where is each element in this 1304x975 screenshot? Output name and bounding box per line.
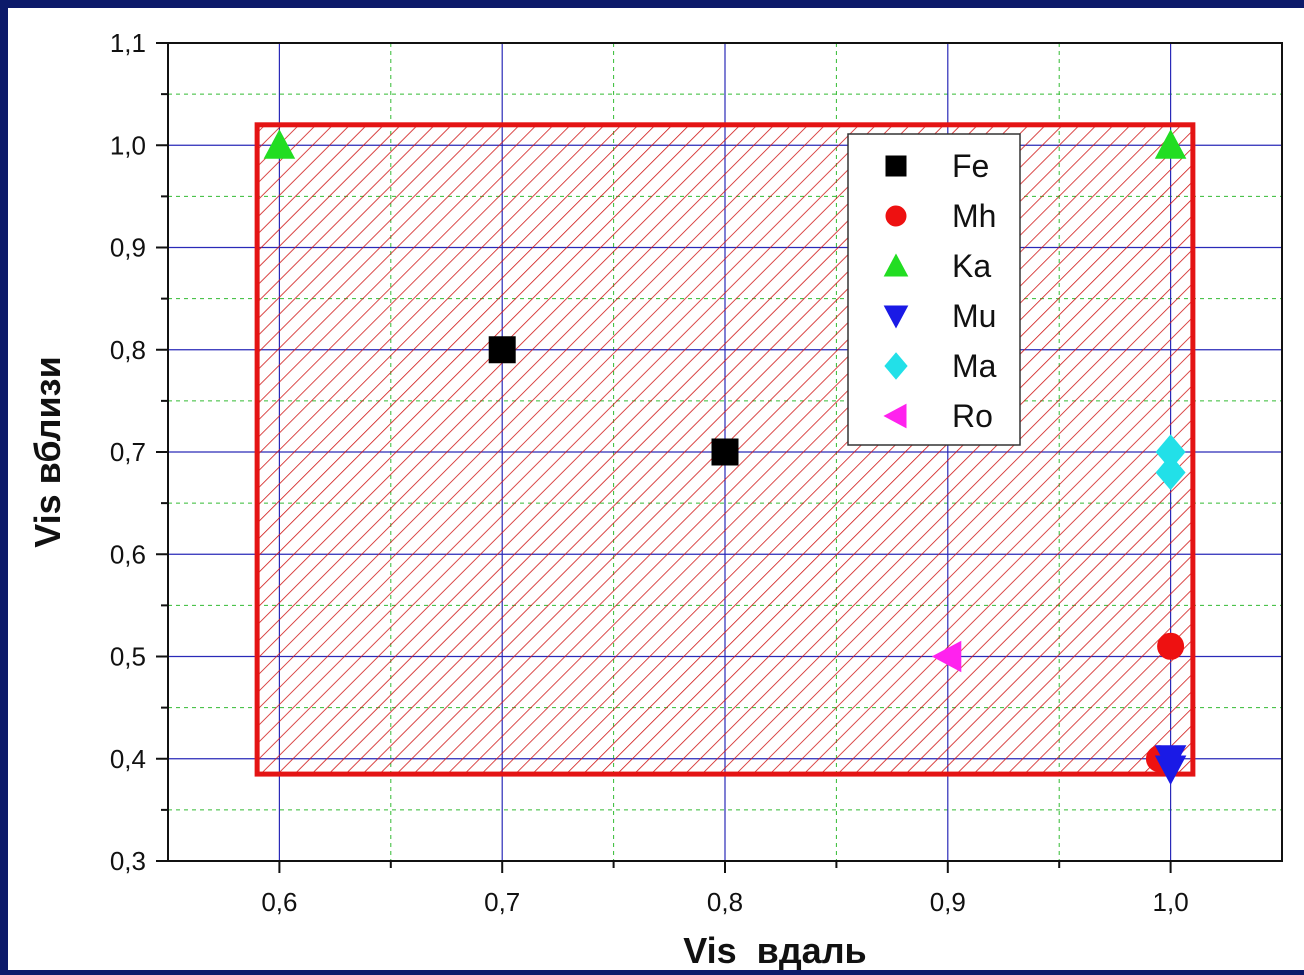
y-tick-label: 0,5 xyxy=(110,642,146,672)
x-axis-title: Vis вдаль xyxy=(683,930,866,970)
legend-marker-ro xyxy=(883,403,907,429)
legend-marker-ma xyxy=(884,352,908,380)
legend-label-ma: Ma xyxy=(952,348,997,384)
legend: Fe Mh Ka Mu Ma Ro xyxy=(847,133,1021,446)
y-tick-label: 0,7 xyxy=(110,437,146,467)
y-tick-label: 1,0 xyxy=(110,130,146,160)
legend-label-ka: Ka xyxy=(952,248,991,284)
x-tick-label: 0,7 xyxy=(484,887,520,917)
x-tick-label: 0,9 xyxy=(930,887,966,917)
y-tick-label: 0,9 xyxy=(110,233,146,263)
x-tick-label: 0,6 xyxy=(261,887,297,917)
legend-label-fe: Fe xyxy=(952,148,989,184)
x-tick-label: 1,0 xyxy=(1153,887,1189,917)
x-tick-label: 0,8 xyxy=(707,887,743,917)
y-tick-label: 0,8 xyxy=(110,335,146,365)
data-point-ka xyxy=(1154,129,1187,159)
legend-label-ro: Ro xyxy=(952,398,993,434)
scatter-chart: 0,6 0,7 0,8 0,9 1,0 0,3 0,4 0,5 0,6 0,7 0,8 0,9 1,0 1… xyxy=(27,28,1283,971)
data-point-mh xyxy=(1157,632,1185,660)
data-point-ro xyxy=(931,640,962,673)
y-tick-label: 1,1 xyxy=(110,28,146,58)
axes-layer: 0,6 0,7 0,8 0,9 1,0 0,3 0,4 0,5 0,6 0,7 0,8 0,9 1,0 1… xyxy=(110,28,1283,917)
legend-marker-mh xyxy=(885,205,907,227)
y-axis-title: Vis вблизи xyxy=(27,356,68,547)
legend-label-mh: Mh xyxy=(952,198,996,234)
y-tick-label: 0,3 xyxy=(110,846,146,876)
data-point-fe xyxy=(488,336,516,364)
legend-box xyxy=(847,133,1021,446)
legend-marker-mu xyxy=(883,305,909,329)
y-tick-label: 0,6 xyxy=(110,539,146,569)
legend-marker-fe xyxy=(885,155,907,177)
points-layer xyxy=(263,129,1187,785)
y-tick-label: 0,4 xyxy=(110,744,146,774)
data-point-ka xyxy=(263,129,296,159)
legend-label-mu: Mu xyxy=(952,298,996,334)
chart-container: 0,6 0,7 0,8 0,9 1,0 0,3 0,4 0,5 0,6 0,7 0,8 0,9 1,0 1… xyxy=(8,8,1304,971)
legend-marker-ka xyxy=(883,253,909,277)
data-point-fe xyxy=(711,438,739,466)
data-point-mu xyxy=(1154,755,1187,785)
data-point-ma xyxy=(1155,454,1186,491)
